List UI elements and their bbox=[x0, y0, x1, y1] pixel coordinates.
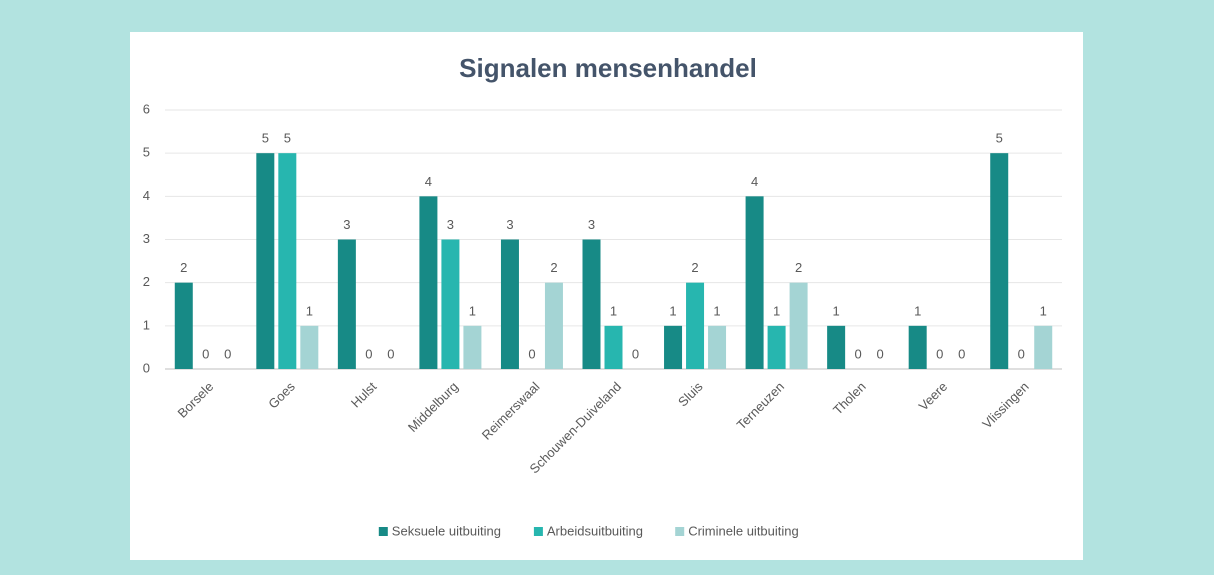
data-label: 1 bbox=[1040, 303, 1047, 318]
bar bbox=[908, 325, 927, 369]
data-label: 1 bbox=[469, 303, 476, 318]
data-label: 1 bbox=[773, 303, 780, 318]
data-label: 2 bbox=[795, 260, 802, 275]
y-tick-label: 3 bbox=[143, 231, 150, 246]
bar bbox=[463, 325, 482, 369]
data-label: 5 bbox=[284, 131, 291, 146]
data-label: 0 bbox=[855, 346, 862, 361]
bar bbox=[544, 282, 563, 369]
legend-label: Seksuele uitbuiting bbox=[392, 523, 501, 538]
data-label: 1 bbox=[306, 303, 313, 318]
data-label: 0 bbox=[632, 346, 639, 361]
bar bbox=[256, 153, 275, 369]
data-label: 0 bbox=[877, 346, 884, 361]
bar bbox=[500, 239, 519, 369]
data-label: 1 bbox=[610, 303, 617, 318]
y-tick-label: 2 bbox=[143, 274, 150, 289]
bar bbox=[767, 325, 786, 369]
bar bbox=[827, 325, 846, 369]
legend-swatch bbox=[533, 527, 543, 536]
bar bbox=[174, 282, 193, 369]
y-tick-label: 0 bbox=[143, 360, 150, 375]
bar bbox=[300, 325, 319, 369]
bar bbox=[604, 325, 623, 369]
y-tick-label: 6 bbox=[143, 101, 150, 116]
data-label: 3 bbox=[343, 217, 350, 232]
data-label: 4 bbox=[425, 174, 432, 189]
y-tick-label: 4 bbox=[143, 188, 150, 203]
data-label: 1 bbox=[713, 303, 720, 318]
data-label: 0 bbox=[224, 346, 231, 361]
data-label: 5 bbox=[996, 131, 1003, 146]
data-label: 0 bbox=[528, 346, 535, 361]
data-label: 0 bbox=[387, 346, 394, 361]
data-label: 3 bbox=[447, 217, 454, 232]
data-label: 2 bbox=[550, 260, 557, 275]
data-label: 0 bbox=[1018, 346, 1025, 361]
bar bbox=[664, 325, 683, 369]
bar bbox=[441, 239, 460, 369]
data-label: 0 bbox=[365, 346, 372, 361]
bar bbox=[708, 325, 727, 369]
data-label: 3 bbox=[506, 217, 513, 232]
legend-label: Criminele uitbuiting bbox=[688, 523, 799, 538]
bar bbox=[1034, 325, 1053, 369]
y-tick-label: 5 bbox=[143, 145, 150, 160]
chart-title: Signalen mensenhandel bbox=[459, 53, 757, 83]
bar bbox=[789, 282, 808, 369]
data-label: 1 bbox=[914, 303, 921, 318]
bar bbox=[419, 196, 438, 369]
data-label: 2 bbox=[180, 260, 187, 275]
legend-label: Arbeidsuitbuiting bbox=[547, 523, 643, 538]
bar bbox=[686, 282, 705, 369]
data-label: 4 bbox=[751, 174, 758, 189]
bar bbox=[745, 196, 764, 369]
legend-swatch bbox=[378, 527, 388, 536]
y-tick-label: 1 bbox=[143, 317, 150, 332]
data-label: 0 bbox=[202, 346, 209, 361]
data-label: 3 bbox=[588, 217, 595, 232]
data-label: 5 bbox=[262, 131, 269, 146]
legend-swatch bbox=[675, 527, 685, 536]
data-label: 1 bbox=[669, 303, 676, 318]
data-label: 2 bbox=[691, 260, 698, 275]
data-label: 0 bbox=[958, 346, 965, 361]
data-label: 1 bbox=[833, 303, 840, 318]
bar bbox=[278, 153, 297, 369]
bar bbox=[337, 239, 356, 369]
bar bbox=[582, 239, 601, 369]
bar bbox=[990, 153, 1009, 369]
data-label: 0 bbox=[936, 346, 943, 361]
